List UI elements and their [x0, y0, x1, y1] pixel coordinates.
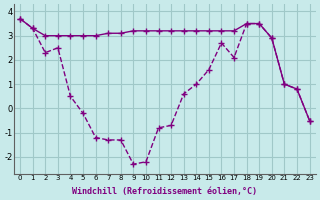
X-axis label: Windchill (Refroidissement éolien,°C): Windchill (Refroidissement éolien,°C) — [72, 187, 257, 196]
